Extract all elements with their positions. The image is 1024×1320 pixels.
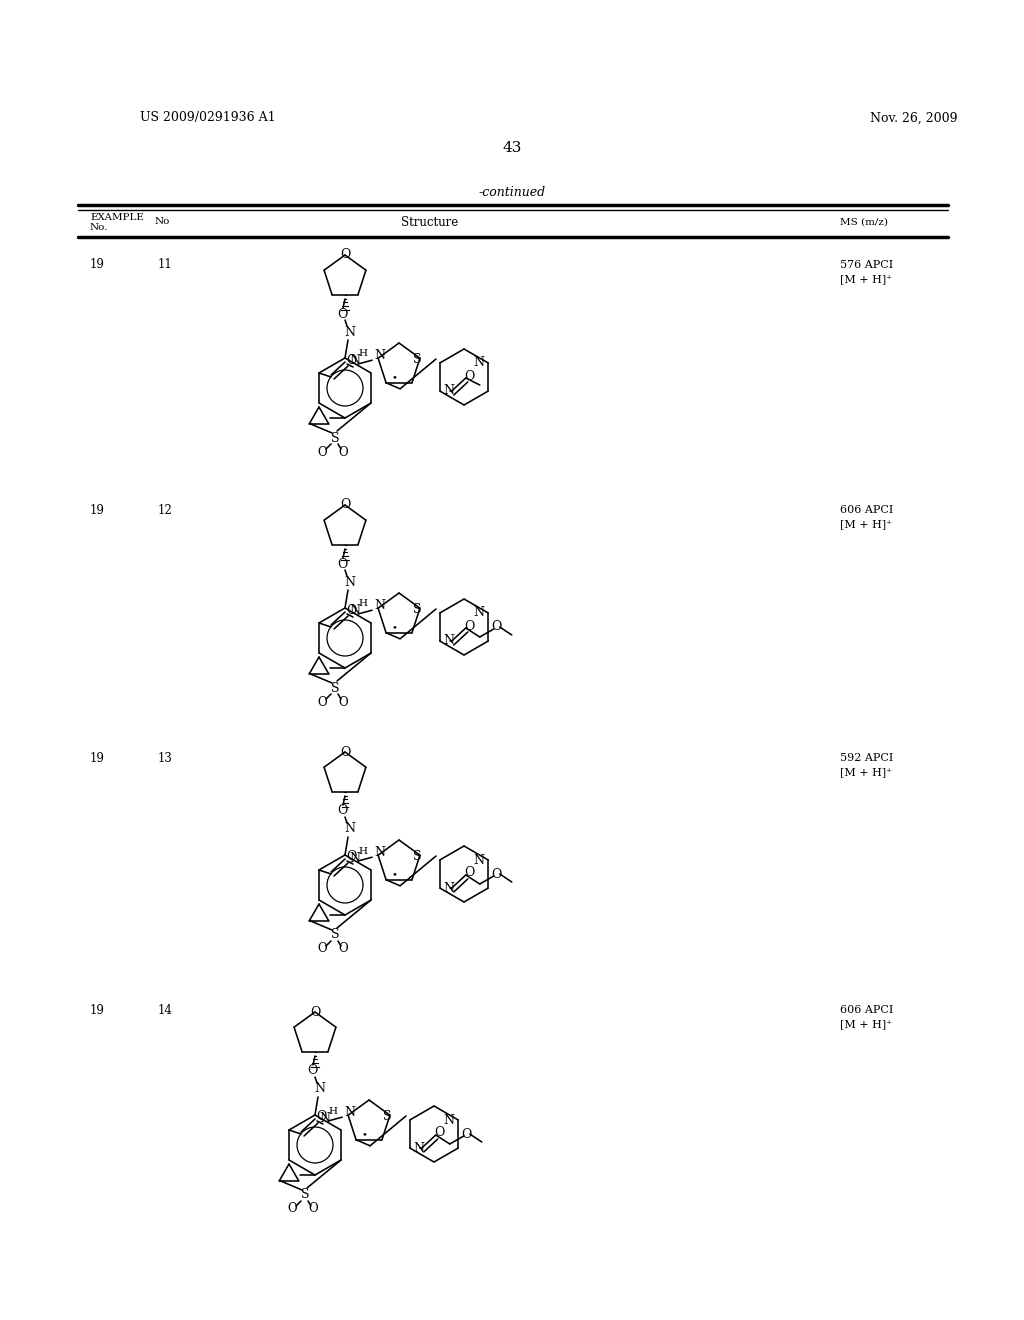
Text: -continued: -continued xyxy=(478,186,546,198)
Text: 606 APCI: 606 APCI xyxy=(840,1005,893,1015)
Text: 19: 19 xyxy=(90,259,104,272)
Text: O: O xyxy=(346,354,356,367)
Text: O: O xyxy=(346,850,356,863)
Text: [M + H]⁺: [M + H]⁺ xyxy=(840,275,892,284)
Text: O: O xyxy=(346,603,356,616)
Text: N: N xyxy=(414,1142,424,1155)
Text: O: O xyxy=(340,248,350,261)
Text: 19: 19 xyxy=(90,1003,104,1016)
Text: N: N xyxy=(474,356,484,370)
Text: O: O xyxy=(492,620,502,634)
Text: O: O xyxy=(434,1126,445,1139)
Text: O: O xyxy=(492,867,502,880)
Text: H: H xyxy=(358,846,368,855)
Text: N: N xyxy=(375,599,386,611)
Text: N: N xyxy=(474,854,484,866)
Text: O: O xyxy=(340,499,350,511)
Text: N: N xyxy=(349,355,360,367)
Text: S: S xyxy=(301,1188,309,1201)
Text: H: H xyxy=(358,599,368,609)
Text: N: N xyxy=(443,882,455,895)
Text: Structure: Structure xyxy=(401,215,459,228)
Text: O: O xyxy=(340,746,350,759)
Text: •: • xyxy=(361,1130,367,1139)
Text: O: O xyxy=(337,804,347,817)
Text: O: O xyxy=(465,866,475,879)
Text: [M + H]⁺: [M + H]⁺ xyxy=(840,519,892,529)
Text: O: O xyxy=(337,557,347,570)
Text: [M + H]⁺: [M + H]⁺ xyxy=(840,1019,892,1030)
Text: N: N xyxy=(375,846,386,859)
Text: 12: 12 xyxy=(158,503,173,516)
Text: EXAMPLE: EXAMPLE xyxy=(90,214,144,223)
Text: O: O xyxy=(308,1203,317,1216)
Text: N: N xyxy=(314,1082,326,1096)
Text: S: S xyxy=(383,1110,391,1123)
Text: H: H xyxy=(329,1106,338,1115)
Text: N: N xyxy=(349,851,360,865)
Text: O: O xyxy=(338,446,348,458)
Text: MS (m/z): MS (m/z) xyxy=(840,218,888,227)
Text: N: N xyxy=(375,348,386,362)
Text: 592 APCI: 592 APCI xyxy=(840,752,893,763)
Text: No: No xyxy=(155,218,170,227)
Text: N: N xyxy=(344,326,355,338)
Text: 13: 13 xyxy=(158,751,173,764)
Text: Nov. 26, 2009: Nov. 26, 2009 xyxy=(870,111,957,124)
Text: N: N xyxy=(344,822,355,836)
Text: S: S xyxy=(331,681,339,694)
Text: O: O xyxy=(307,1064,317,1077)
Text: •: • xyxy=(391,623,397,632)
Text: O: O xyxy=(317,696,327,709)
Text: N: N xyxy=(345,1106,355,1119)
Text: O: O xyxy=(465,619,475,632)
Text: S: S xyxy=(413,603,421,615)
Text: 606 APCI: 606 APCI xyxy=(840,506,893,515)
Text: 19: 19 xyxy=(90,751,104,764)
Text: O: O xyxy=(310,1006,321,1019)
Text: •: • xyxy=(391,374,397,383)
Text: 43: 43 xyxy=(503,141,521,154)
Text: 576 APCI: 576 APCI xyxy=(840,260,893,271)
Text: US 2009/0291936 A1: US 2009/0291936 A1 xyxy=(140,111,275,124)
Text: N: N xyxy=(443,635,455,648)
Text: O: O xyxy=(317,942,327,956)
Text: 19: 19 xyxy=(90,503,104,516)
Text: O: O xyxy=(462,1127,472,1140)
Text: S: S xyxy=(331,432,339,445)
Text: S: S xyxy=(413,850,421,863)
Text: N: N xyxy=(443,1114,455,1126)
Text: N: N xyxy=(349,605,360,618)
Text: O: O xyxy=(337,308,347,321)
Text: N: N xyxy=(344,576,355,589)
Text: O: O xyxy=(287,1203,297,1216)
Text: S: S xyxy=(331,928,339,941)
Text: O: O xyxy=(317,446,327,458)
Text: 14: 14 xyxy=(158,1003,173,1016)
Text: 11: 11 xyxy=(158,259,173,272)
Text: H: H xyxy=(358,350,368,359)
Text: N: N xyxy=(443,384,455,397)
Text: [M + H]⁺: [M + H]⁺ xyxy=(840,767,892,777)
Text: O: O xyxy=(315,1110,327,1123)
Text: N: N xyxy=(319,1111,331,1125)
Text: O: O xyxy=(338,942,348,956)
Text: No.: No. xyxy=(90,223,109,232)
Text: O: O xyxy=(465,370,475,383)
Text: S: S xyxy=(413,352,421,366)
Text: •: • xyxy=(391,870,397,879)
Text: N: N xyxy=(474,606,484,619)
Text: O: O xyxy=(338,696,348,709)
